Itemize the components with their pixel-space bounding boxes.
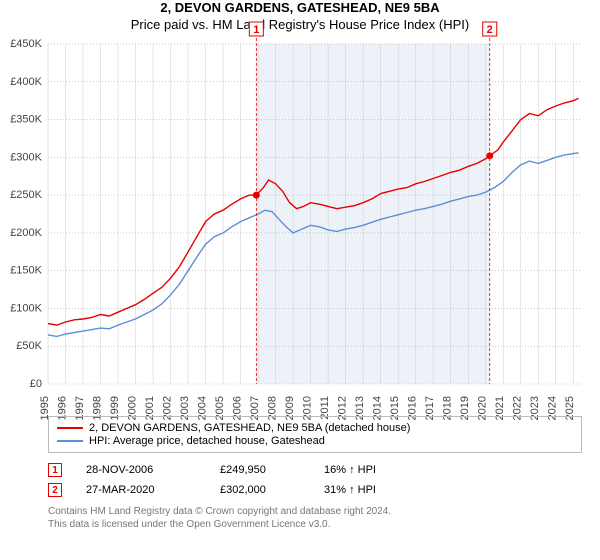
- y-tick-label: £450K: [10, 38, 42, 50]
- sale-row: 2 27-MAR-2020 £302,000 31% ↑ HPI: [48, 483, 582, 497]
- sale-row-marker: 1: [48, 463, 62, 477]
- y-tick-label: £250K: [10, 189, 42, 201]
- legend-swatch: [57, 427, 83, 429]
- legend-label: HPI: Average price, detached house, Gate…: [89, 435, 325, 447]
- sale-point: [253, 192, 260, 199]
- sale-row-marker: 2: [48, 483, 62, 497]
- sale-marker-num: 2: [487, 24, 493, 36]
- sale-price: £302,000: [220, 484, 300, 496]
- y-tick-label: £350K: [10, 114, 42, 126]
- shaded-band: [256, 44, 489, 384]
- y-tick-label: £200K: [10, 227, 42, 239]
- chart-title: 2, DEVON GARDENS, GATESHEAD, NE9 5BA: [0, 0, 600, 15]
- y-tick-label: £150K: [10, 265, 42, 277]
- footnote: Contains HM Land Registry data © Crown c…: [48, 505, 582, 531]
- y-tick-label: £50K: [16, 340, 42, 352]
- y-tick-label: £100K: [10, 302, 42, 314]
- legend-label: 2, DEVON GARDENS, GATESHEAD, NE9 5BA (de…: [89, 422, 410, 434]
- sale-price: £249,950: [220, 464, 300, 476]
- sale-delta: 31% ↑ HPI: [324, 484, 414, 496]
- legend-row: HPI: Average price, detached house, Gate…: [57, 435, 573, 447]
- sale-point: [486, 152, 493, 159]
- legend-swatch: [57, 440, 83, 442]
- sale-row: 1 28-NOV-2006 £249,950 16% ↑ HPI: [48, 463, 582, 477]
- y-tick-label: £300K: [10, 151, 42, 163]
- legend-and-footer: 2, DEVON GARDENS, GATESHEAD, NE9 5BA (de…: [48, 416, 582, 531]
- legend: 2, DEVON GARDENS, GATESHEAD, NE9 5BA (de…: [48, 416, 582, 453]
- sale-date: 28-NOV-2006: [86, 464, 196, 476]
- footnote-line: Contains HM Land Registry data © Crown c…: [48, 505, 582, 518]
- chart-subtitle: Price paid vs. HM Land Registry's House …: [0, 17, 600, 32]
- sale-date: 27-MAR-2020: [86, 484, 196, 496]
- sale-marker-num: 1: [253, 24, 259, 36]
- price-chart: 1995199619971998199920002001200220032004…: [48, 44, 582, 404]
- y-tick-label: £400K: [10, 76, 42, 88]
- sale-delta: 16% ↑ HPI: [324, 464, 414, 476]
- footnote-line: This data is licensed under the Open Gov…: [48, 518, 582, 531]
- y-tick-label: £0: [30, 378, 42, 390]
- legend-row: 2, DEVON GARDENS, GATESHEAD, NE9 5BA (de…: [57, 422, 573, 434]
- sales-table: 1 28-NOV-2006 £249,950 16% ↑ HPI 2 27-MAR-202…: [48, 463, 582, 497]
